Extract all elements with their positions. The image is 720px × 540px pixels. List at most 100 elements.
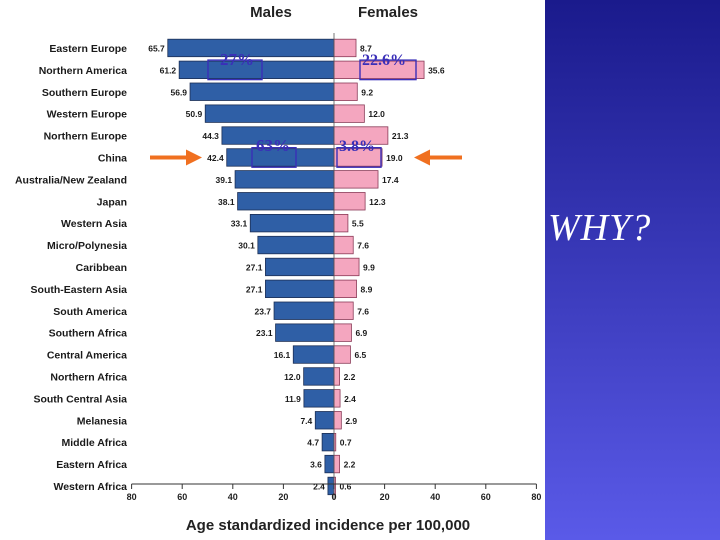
female-value-label: 8.7 [360,43,372,53]
female-value-label: 9.9 [363,262,375,272]
female-value-label: 2.2 [344,460,356,470]
category-label: Japan [97,196,127,208]
female-value-label: 9.2 [361,87,373,97]
category-label: Northern Europe [44,131,128,143]
male-bar [257,235,335,255]
male-value-label: 16.1 [274,350,291,360]
female-value-label: 2.4 [344,394,356,404]
male-value-label: 23.7 [254,306,271,316]
female-bar [333,235,354,255]
males-title: Males [250,4,292,21]
male-bar [273,301,335,320]
female-bar [333,213,349,233]
male-value-label: 23.1 [256,328,273,338]
x-tick-label: 60 [177,492,187,502]
male-value-label: 38.1 [218,197,235,207]
male-value-label: 42.4 [207,153,224,163]
x-tick-label: 60 [481,492,491,502]
female-value-label: 12.0 [368,109,385,119]
female-bar [333,279,357,299]
category-label: Melanesia [77,415,127,427]
female-value-label: 5.5 [352,219,364,229]
female-bar [333,170,379,189]
male-value-label: 3.6 [310,460,322,470]
male-bar [324,454,335,474]
male-value-label: 61.2 [160,65,177,75]
category-label: Eastern Africa [56,459,127,471]
female-value-label: 17.4 [382,175,399,185]
category-label: Western Africa [53,481,127,493]
x-tick-label: 40 [228,492,238,502]
male-value-label: 30.1 [238,241,255,251]
category-label: Eastern Europe [49,43,127,55]
callout-box-na-female [359,59,417,81]
female-bar [333,192,366,211]
female-value-label: 0.6 [340,481,352,491]
male-value-label: 27.1 [246,284,263,294]
male-bar [321,432,335,452]
male-value-label: 7.4 [300,416,312,426]
male-value-label: 56.9 [170,87,187,97]
x-tick-label: 20 [380,492,390,502]
male-value-label: 50.9 [186,109,203,119]
female-value-label: 19.0 [386,153,403,163]
male-value-label: 39.1 [216,175,233,185]
category-label: Western Europe [47,109,127,121]
category-label: Middle Africa [61,437,127,449]
male-value-label: 4.7 [307,438,319,448]
callout-box-china-female [336,146,382,168]
x-tick-label: 80 [127,492,137,502]
female-bar [333,345,351,364]
male-bar [275,323,335,342]
female-value-label: 7.6 [357,306,369,316]
female-value-label: 7.6 [357,241,369,251]
female-value-label: 2.2 [344,372,356,382]
females-title: Females [358,4,418,21]
arrow-right-icon [186,149,202,166]
x-axis-title: Age standardized incidence per 100,000 [186,517,470,534]
female-bar [333,411,342,430]
x-tick-label: 80 [531,492,541,502]
male-bar [234,170,335,189]
category-label: Central America [47,350,127,362]
male-value-label: 33.1 [231,219,248,229]
category-label: South America [53,306,127,318]
why-question: WHY? [548,207,652,249]
male-bar [178,60,335,79]
callout-box-na-male [207,59,263,81]
category-label: Southern Africa [49,328,128,340]
male-value-label: 65.7 [148,43,165,53]
callout-china-female: 3.8% [339,138,375,155]
category-label: China [98,152,127,164]
female-bar [333,323,352,342]
male-bar [237,192,335,211]
category-label: Western Asia [61,218,127,230]
female-value-label: 35.6 [428,65,445,75]
callout-box-china-male [251,146,297,168]
male-bar [314,411,335,430]
female-bar [333,454,340,474]
category-label: Caribbean [76,262,127,274]
male-bar [204,104,335,123]
female-bar [333,104,365,123]
chart-panel: Males Females Eastern Europe 65.7 8.7 Norther… [0,0,545,540]
male-value-label: 11.9 [285,394,301,404]
male-value-label: 44.3 [202,131,219,141]
female-bar [333,389,341,408]
arrow-left-icon [414,149,430,166]
callout-china-male: 63% [256,136,290,155]
male-bar [265,279,335,299]
female-bar [333,301,354,320]
male-value-label: 27.1 [246,262,263,272]
male-value-label: 12.0 [284,372,301,382]
female-value-label: 12.3 [369,197,386,207]
x-tick-label: 40 [430,492,440,502]
female-value-label: 0.7 [340,438,352,448]
male-bar [265,257,335,277]
category-label: South Central Asia [33,393,127,405]
category-label: Southern Europe [42,87,127,99]
category-label: Northern America [39,65,127,77]
female-value-label: 2.9 [345,416,357,426]
male-bar [292,345,335,364]
male-bar [249,213,335,233]
